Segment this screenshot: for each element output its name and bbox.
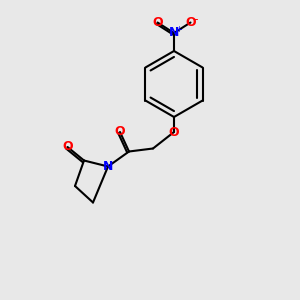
Text: O: O (115, 125, 125, 139)
Text: N: N (169, 26, 179, 40)
Text: O: O (152, 16, 163, 29)
Text: O: O (185, 16, 196, 29)
Text: O: O (169, 125, 179, 139)
Text: +: + (175, 25, 182, 34)
Text: N: N (103, 160, 113, 173)
Text: O: O (62, 140, 73, 154)
Text: -: - (193, 13, 197, 26)
